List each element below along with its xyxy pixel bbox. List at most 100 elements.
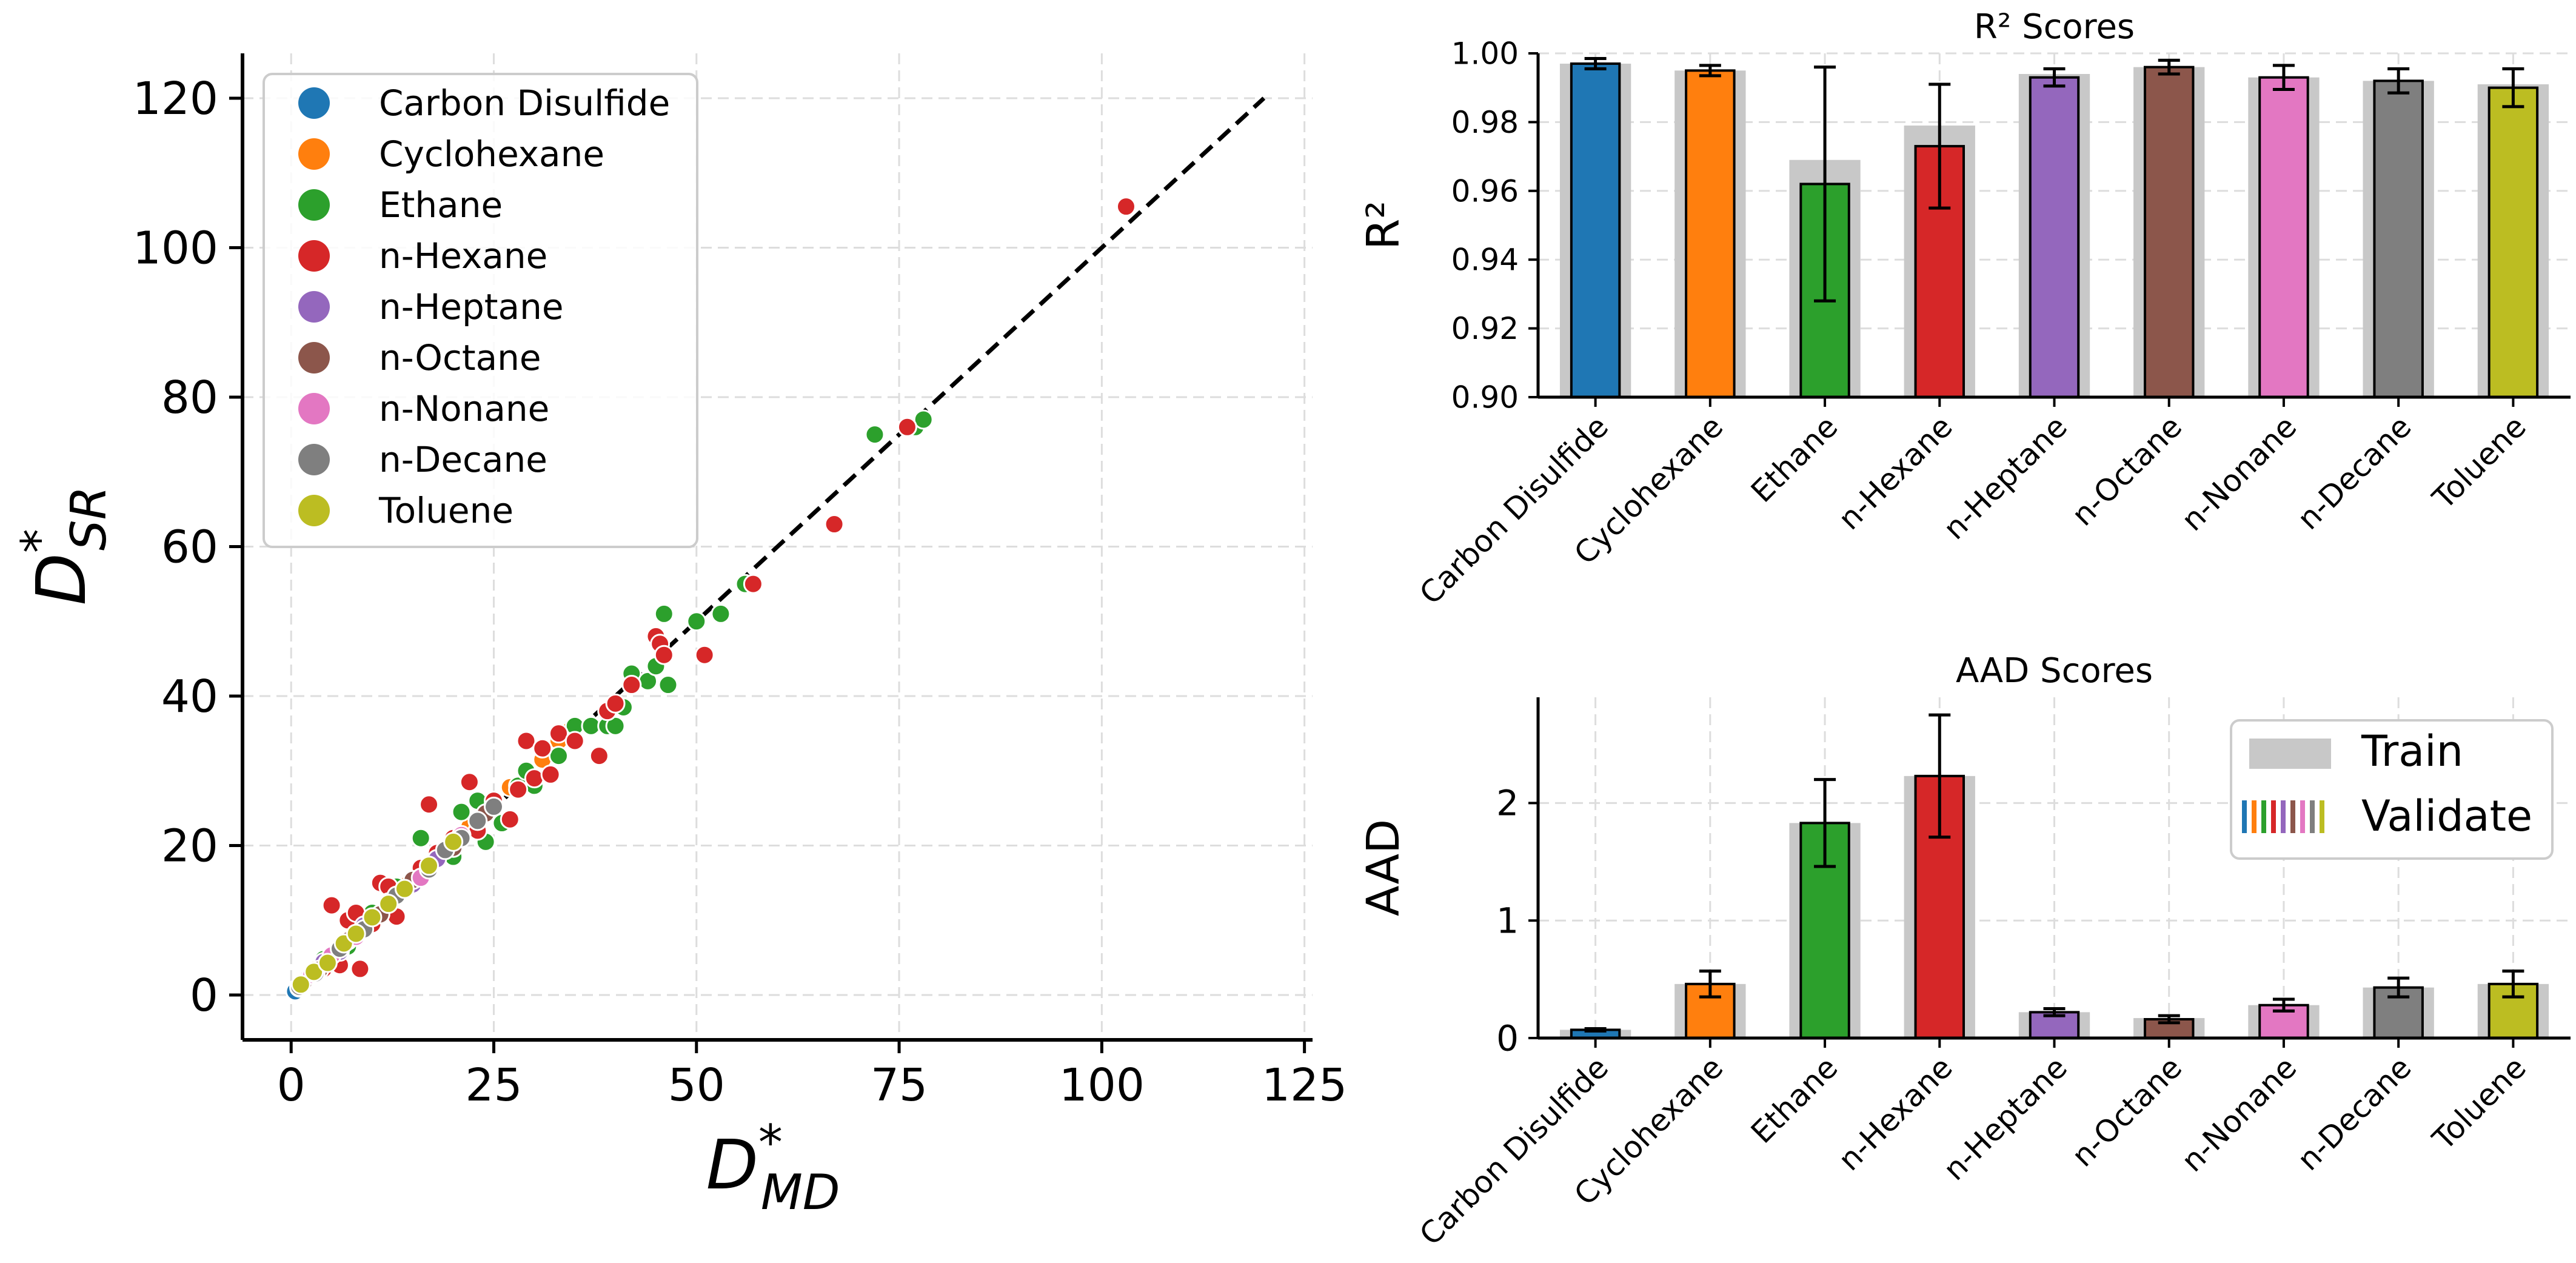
x-tick-label: 125: [1262, 1059, 1347, 1111]
legend-label-n-decane: n-Decane: [379, 439, 547, 480]
y-axis-label: D*SR: [11, 486, 117, 606]
legend-label-cyclohexane: Cyclohexane: [379, 133, 604, 175]
point-ethane: [865, 424, 885, 445]
legend-label-n-nonane: n-Nonane: [379, 388, 549, 429]
y-tick-label: 80: [161, 372, 218, 424]
r-validate-bar-n-decane: [2373, 79, 2424, 399]
legend-frame: [263, 73, 698, 548]
y-tick-label: 40: [161, 671, 218, 723]
y-tick-label: 20: [161, 820, 218, 873]
point-toluene: [378, 894, 399, 914]
aad-x-tick-label: Carbon Disulfide: [1413, 1050, 1615, 1252]
r-y-tick-label: 1.00: [1451, 36, 1519, 72]
point-ethane: [686, 611, 707, 632]
scatter-legend: Carbon Disulfide Cyclohexane Ethane n-Hexan…: [263, 73, 698, 548]
aad-title: AAD Scores: [1956, 651, 2153, 691]
r-y-tick-label: 0.92: [1451, 311, 1519, 346]
aad-x-tick-label: n-Decane: [2290, 1050, 2418, 1177]
legend-validate-swatch-stripe: [2242, 800, 2247, 833]
point-ethane: [654, 603, 674, 624]
aad-y-tick-label: 0: [1496, 1017, 1519, 1059]
point-n-hexane: [321, 895, 342, 916]
point-n-hexane: [694, 645, 715, 665]
x-tick-label: 0: [277, 1059, 306, 1111]
x-tick-label: 100: [1059, 1059, 1145, 1111]
aad-x-tick-label: n-Heptane: [1936, 1050, 2074, 1187]
aad-validate-bar-n-nonane: [2258, 1003, 2309, 1039]
r-x-tick-label: n-Heptane: [1936, 409, 2074, 546]
legend-validate-swatch-stripe: [2281, 800, 2286, 833]
point-n-hexane: [605, 693, 626, 714]
legend-train-swatch: [2249, 739, 2331, 769]
r-x-tick-label: Ethane: [1744, 409, 1844, 509]
aad-y-tick-label: 1: [1496, 900, 1519, 942]
legend-marker-cyclohexane: [298, 138, 330, 170]
y-axis-label-sub: SR: [61, 486, 117, 551]
r-validate-bar-n-octane: [2143, 65, 2195, 399]
x-tick-label: 25: [465, 1059, 522, 1111]
r-validate-bar-carbon-disulfide: [1570, 62, 1621, 398]
y-tick-label: 60: [161, 521, 218, 574]
r-validate-bar-n-heptane: [2029, 76, 2080, 398]
legend-marker-n-hexane: [298, 240, 330, 272]
legend-marker-n-octane: [298, 342, 330, 374]
r-y-tick-label: 0.94: [1451, 243, 1519, 278]
legend-marker-ethane: [298, 189, 330, 221]
legend-validate-swatch-stripe: [2300, 800, 2305, 833]
point-toluene: [394, 879, 415, 899]
point-ethane: [451, 802, 472, 822]
legend-marker-carbon-disulfide: [298, 87, 330, 119]
point-n-hexane: [621, 675, 642, 695]
x-axis-label-sub: MD: [761, 1164, 840, 1221]
legend-marker-toluene: [298, 495, 330, 526]
point-ethane: [410, 828, 431, 848]
y-tick-label: 120: [133, 73, 218, 125]
point-ethane: [913, 409, 934, 430]
y-axis-label-sup: *: [11, 529, 67, 553]
y-tick-label: 100: [133, 222, 218, 274]
y-tick-label: 0: [190, 970, 218, 1022]
point-n-hexane: [532, 738, 553, 759]
point-n-hexane: [419, 794, 440, 815]
legend-validate-swatch-stripe: [2290, 800, 2295, 833]
r-y-axis-label: R²: [1357, 201, 1410, 250]
legend-validate-swatch-stripe: [2320, 800, 2324, 833]
legend-marker-n-decane: [298, 444, 330, 475]
legend-label-n-heptane: n-Heptane: [379, 286, 564, 327]
point-n-hexane: [824, 514, 845, 535]
r-x-tick-label: Carbon Disulfide: [1413, 409, 1615, 611]
r-x-tick-label: n-Octane: [2065, 409, 2189, 532]
r-validate-bar-cyclohexane: [1685, 69, 1736, 399]
point-toluene: [290, 974, 311, 995]
r-validate-bar-toluene: [2487, 86, 2539, 398]
x-tick-label: 75: [871, 1059, 928, 1111]
r-validate-bar-n-nonane: [2258, 76, 2309, 398]
r-y-tick-label: 0.90: [1451, 380, 1519, 415]
aad-y-tick-label: 2: [1496, 783, 1519, 824]
point-n-decane: [484, 796, 504, 817]
legend-label-validate: Validate: [2361, 791, 2532, 841]
point-n-hexane: [548, 723, 569, 744]
point-n-hexane: [508, 779, 529, 800]
legend-label-n-octane: n-Octane: [379, 337, 541, 378]
legend-marker-n-nonane: [298, 393, 330, 424]
point-ethane: [658, 675, 678, 695]
legend-marker-n-heptane: [298, 291, 330, 323]
legend-validate-swatch-stripe: [2252, 800, 2257, 833]
legend-label-train: Train: [2361, 726, 2463, 776]
point-ethane: [548, 746, 569, 766]
aad-y-axis-label: AAD: [1357, 819, 1410, 916]
legend-label-carbon-disulfide: Carbon Disulfide: [379, 82, 670, 124]
point-toluene: [419, 856, 440, 876]
r-y-tick-label: 0.98: [1451, 105, 1519, 140]
point-n-hexane: [524, 768, 544, 789]
legend-label-toluene: Toluene: [378, 490, 514, 531]
point-n-hexane: [1116, 196, 1136, 217]
r-x-tick-label: n-Nonane: [2175, 409, 2303, 537]
point-n-hexane: [500, 809, 520, 829]
r-x-tick-label: n-Decane: [2290, 409, 2418, 536]
point-n-hexane: [654, 645, 674, 665]
